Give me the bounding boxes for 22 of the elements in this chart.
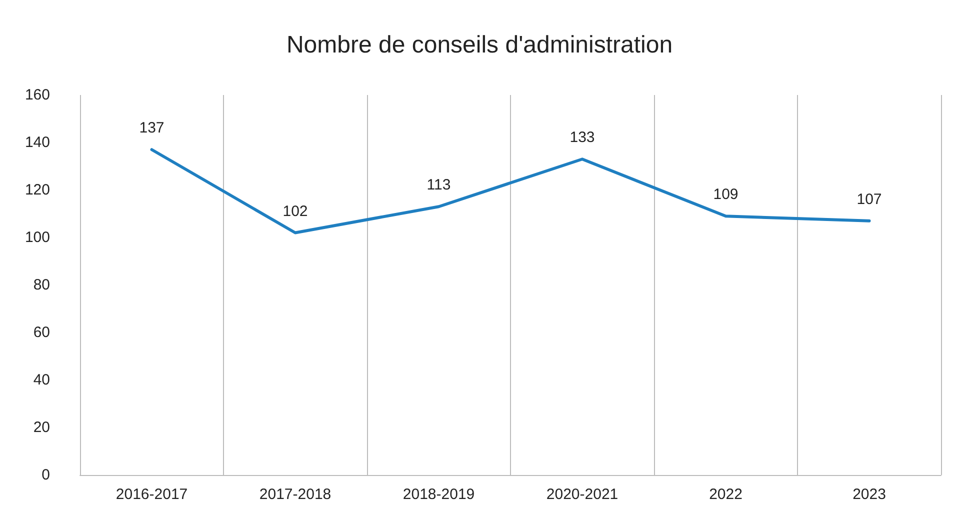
y-tick-label: 40 [33, 372, 50, 388]
x-tick-label: 2022 [709, 486, 742, 503]
y-tick-label: 20 [33, 419, 50, 436]
y-tick-label: 120 [24, 182, 50, 198]
data-label: 102 [282, 202, 308, 220]
y-tick-label: 80 [33, 276, 50, 294]
x-tick-label: 2016-2017 [116, 486, 188, 503]
x-tick-label: 2018-2019 [402, 486, 475, 503]
chart-title: Nombre de conseils d'administration [286, 32, 673, 58]
y-tick-label: 60 [33, 324, 50, 341]
y-tick-label: 160 [24, 86, 50, 104]
data-label: 137 [139, 120, 164, 137]
y-tick-label: 140 [24, 134, 50, 151]
data-label: 109 [713, 186, 738, 204]
x-tick-label: 2017-2018 [259, 486, 332, 503]
y-tick-label: 100 [24, 229, 50, 246]
y-tick-label: 0 [42, 466, 50, 484]
data-label: 107 [856, 190, 882, 208]
data-label: 133 [570, 129, 595, 146]
x-tick-label: 2020-2021 [546, 486, 618, 503]
x-tick-label: 2023 [852, 486, 886, 503]
data-label: 113 [426, 176, 451, 194]
